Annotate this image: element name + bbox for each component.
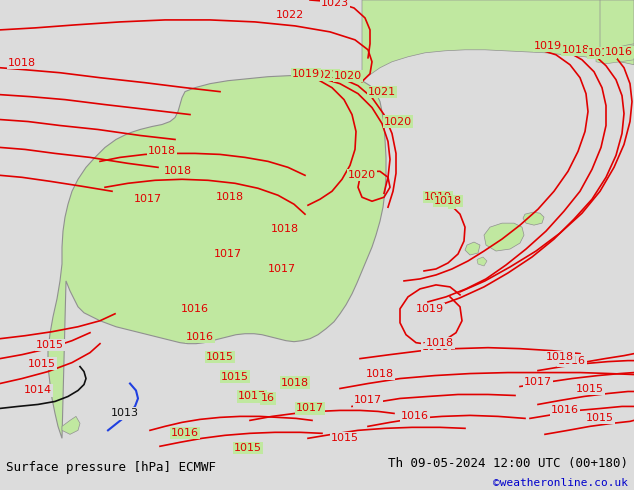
Text: 1018: 1018	[366, 368, 394, 379]
Text: 1019: 1019	[422, 342, 450, 352]
Text: 1019: 1019	[424, 192, 452, 202]
Text: 1018: 1018	[426, 338, 454, 348]
Text: 1015: 1015	[331, 433, 359, 443]
Text: 1018: 1018	[434, 196, 462, 206]
Text: 1016: 1016	[558, 356, 586, 366]
Text: 1019: 1019	[534, 41, 562, 51]
Text: a: a	[449, 198, 455, 208]
Text: 16: 16	[261, 393, 275, 403]
Text: 1015: 1015	[576, 384, 604, 393]
Text: 1018: 1018	[216, 192, 244, 202]
Polygon shape	[477, 257, 487, 266]
Text: 1015: 1015	[36, 340, 64, 350]
Text: 1017: 1017	[238, 392, 266, 401]
Polygon shape	[600, 0, 634, 52]
Polygon shape	[484, 223, 524, 251]
Polygon shape	[48, 74, 386, 439]
Text: 1018: 1018	[281, 377, 309, 388]
Text: 1016: 1016	[186, 332, 214, 342]
Text: 1016: 1016	[551, 405, 579, 416]
Text: 1017: 1017	[588, 48, 616, 58]
Text: 1015: 1015	[221, 371, 249, 382]
Text: 1020: 1020	[334, 71, 362, 81]
Text: 1015: 1015	[234, 443, 262, 453]
Text: Th 09-05-2024 12:00 UTC (00+180): Th 09-05-2024 12:00 UTC (00+180)	[387, 457, 628, 470]
Text: 1015: 1015	[586, 414, 614, 423]
Text: 1017: 1017	[134, 194, 162, 204]
Text: ©weatheronline.co.uk: ©weatheronline.co.uk	[493, 478, 628, 489]
Text: 1020: 1020	[348, 171, 376, 180]
Text: 1020: 1020	[384, 117, 412, 126]
Text: 1016: 1016	[401, 412, 429, 421]
Text: 1018: 1018	[546, 352, 574, 362]
Text: 1019: 1019	[416, 304, 444, 314]
Text: 1014: 1014	[24, 386, 52, 395]
Text: 1019: 1019	[292, 69, 320, 79]
Text: 1018: 1018	[164, 166, 192, 176]
Text: 1017: 1017	[214, 249, 242, 259]
Polygon shape	[523, 212, 544, 225]
Polygon shape	[465, 242, 480, 255]
Text: 1016: 1016	[181, 304, 209, 314]
Text: 1016: 1016	[605, 47, 633, 57]
Text: 1017: 1017	[268, 264, 296, 274]
Text: 1015: 1015	[28, 359, 56, 368]
Text: 1015: 1015	[206, 352, 234, 362]
Text: 1016: 1016	[171, 428, 199, 439]
Text: 1018: 1018	[271, 224, 299, 234]
Text: 1017: 1017	[354, 395, 382, 405]
Text: 1018: 1018	[562, 45, 590, 55]
Polygon shape	[62, 416, 80, 434]
Polygon shape	[362, 0, 634, 81]
Text: 1018: 1018	[8, 58, 36, 68]
Text: 1013: 1013	[111, 408, 139, 418]
Text: 1021: 1021	[311, 70, 339, 80]
Text: 1022: 1022	[276, 10, 304, 20]
Text: 1021: 1021	[368, 87, 396, 97]
Text: Surface pressure [hPa] ECMWF: Surface pressure [hPa] ECMWF	[6, 461, 216, 474]
Text: 1017: 1017	[524, 376, 552, 387]
Text: 1017: 1017	[296, 403, 324, 414]
Polygon shape	[596, 46, 634, 64]
Text: 1018: 1018	[148, 147, 176, 156]
Text: 1023: 1023	[321, 0, 349, 8]
